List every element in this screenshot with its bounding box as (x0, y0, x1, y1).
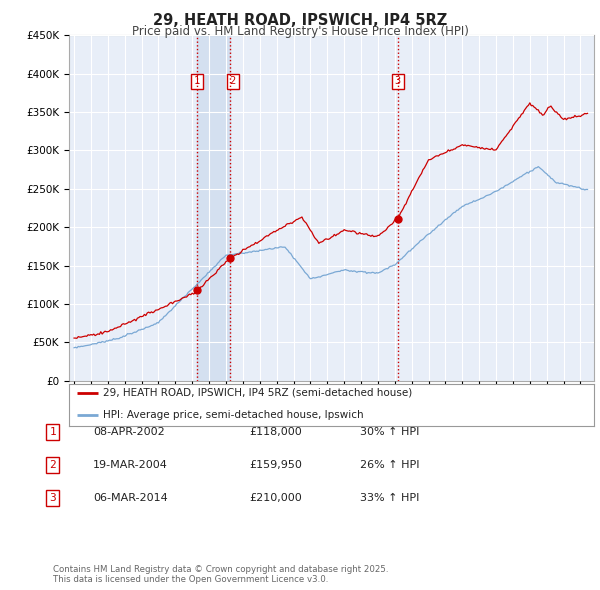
Text: £159,950: £159,950 (249, 460, 302, 470)
Text: Price paid vs. HM Land Registry's House Price Index (HPI): Price paid vs. HM Land Registry's House … (131, 25, 469, 38)
Text: £118,000: £118,000 (249, 427, 302, 437)
Text: Contains HM Land Registry data © Crown copyright and database right 2025.
This d: Contains HM Land Registry data © Crown c… (53, 565, 388, 584)
Bar (197, 35, 230, 381)
Text: 29, HEATH ROAD, IPSWICH, IP4 5RZ: 29, HEATH ROAD, IPSWICH, IP4 5RZ (153, 13, 447, 28)
Text: 3: 3 (395, 77, 401, 86)
Text: 2: 2 (49, 460, 56, 470)
Text: 3: 3 (49, 493, 56, 503)
Text: HPI: Average price, semi-detached house, Ipswich: HPI: Average price, semi-detached house,… (103, 411, 364, 420)
Text: 29, HEATH ROAD, IPSWICH, IP4 5RZ (semi-detached house): 29, HEATH ROAD, IPSWICH, IP4 5RZ (semi-d… (103, 388, 412, 398)
Text: 33% ↑ HPI: 33% ↑ HPI (360, 493, 419, 503)
Text: £210,000: £210,000 (249, 493, 302, 503)
Text: 08-APR-2002: 08-APR-2002 (93, 427, 165, 437)
Text: 30% ↑ HPI: 30% ↑ HPI (360, 427, 419, 437)
Text: 1: 1 (49, 427, 56, 437)
Text: 1: 1 (194, 77, 200, 86)
Text: 2: 2 (230, 77, 236, 86)
Text: 06-MAR-2014: 06-MAR-2014 (93, 493, 168, 503)
Text: 19-MAR-2004: 19-MAR-2004 (93, 460, 168, 470)
Text: 26% ↑ HPI: 26% ↑ HPI (360, 460, 419, 470)
